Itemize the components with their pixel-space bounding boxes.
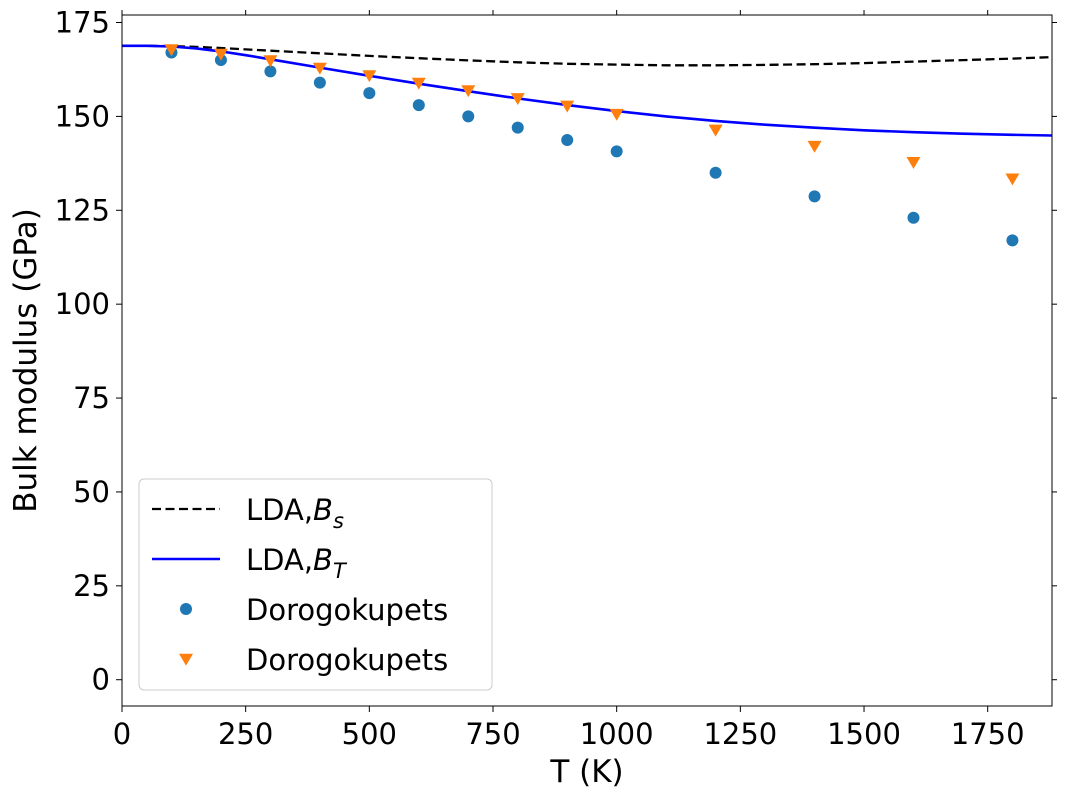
legend-label-subscript: T xyxy=(333,559,348,583)
series-layer xyxy=(122,44,1052,247)
series-line-1 xyxy=(122,44,1052,137)
legend-box xyxy=(138,478,493,691)
legend-swatch-triangle xyxy=(179,653,193,666)
data-point-triangle xyxy=(213,48,228,61)
data-point-triangle xyxy=(609,108,624,121)
data-point-triangle xyxy=(362,70,377,83)
data-point-circle xyxy=(561,134,574,147)
legend-swatch-circle xyxy=(180,603,192,615)
legend-label-main: LDA, xyxy=(246,493,313,527)
data-point-circle xyxy=(709,166,722,179)
data-point-triangle xyxy=(411,77,426,90)
y-tick-label: 125 xyxy=(55,193,110,227)
legend-label: LDA,Bs xyxy=(246,493,344,533)
data-point-triangle xyxy=(510,93,525,106)
y-axis-ticks: 0 25 50 75 100 125 150 175 xyxy=(55,6,1057,697)
data-point-triangle xyxy=(263,55,278,68)
data-point-circle xyxy=(808,190,821,203)
x-tick-label: 0 xyxy=(113,717,131,751)
x-tick-label: 750 xyxy=(465,717,520,751)
data-point-triangle xyxy=(312,62,327,75)
data-point-circle xyxy=(610,145,623,158)
series-line-0 xyxy=(122,44,1052,67)
data-point-circle xyxy=(462,110,475,123)
y-tick-label: 175 xyxy=(55,6,110,40)
x-tick-label: 500 xyxy=(342,717,397,751)
x-axis-ticks: 0 250 500 750 1000 1250 1500 1750 xyxy=(113,10,1025,751)
legend-label-symbol: B xyxy=(313,493,333,527)
data-point-triangle xyxy=(1005,173,1020,186)
data-point-circle xyxy=(412,99,425,112)
data-point-triangle xyxy=(461,85,476,98)
data-point-circle xyxy=(313,76,326,89)
data-point-triangle xyxy=(560,100,575,113)
data-point-circle xyxy=(264,65,277,78)
y-tick-label: 25 xyxy=(73,569,110,603)
legend-label-main: LDA, xyxy=(246,543,313,577)
x-tick-label: 1250 xyxy=(703,717,777,751)
data-point-triangle xyxy=(906,156,921,169)
legend-label-subscript: s xyxy=(333,509,344,533)
x-tick-label: 1000 xyxy=(580,717,654,751)
plot-frame xyxy=(121,14,1053,707)
y-tick-label: 75 xyxy=(73,381,110,415)
legend-label-symbol: B xyxy=(313,543,333,577)
data-point-circle xyxy=(907,211,920,224)
y-tick-label: 100 xyxy=(55,287,110,321)
x-tick-label: 250 xyxy=(218,717,273,751)
data-point-circle xyxy=(363,87,376,100)
data-point-circle xyxy=(511,121,524,134)
data-point-triangle xyxy=(164,44,179,57)
x-axis-label: T (K) xyxy=(549,754,623,790)
data-point-circle xyxy=(1006,234,1019,247)
legend-label: LDA,BT xyxy=(246,543,348,583)
x-tick-label: 1750 xyxy=(951,717,1025,751)
legend-label: Dorogokupets xyxy=(246,643,448,677)
y-tick-label: 50 xyxy=(73,475,110,509)
y-axis-label: Bulk modulus (GPa) xyxy=(8,208,44,513)
data-point-triangle xyxy=(708,124,723,137)
y-tick-label: 0 xyxy=(92,663,110,697)
data-point-triangle xyxy=(807,140,822,153)
y-tick-label: 150 xyxy=(55,99,110,133)
x-tick-label: 1500 xyxy=(827,717,901,751)
legend-label: Dorogokupets xyxy=(246,593,448,627)
